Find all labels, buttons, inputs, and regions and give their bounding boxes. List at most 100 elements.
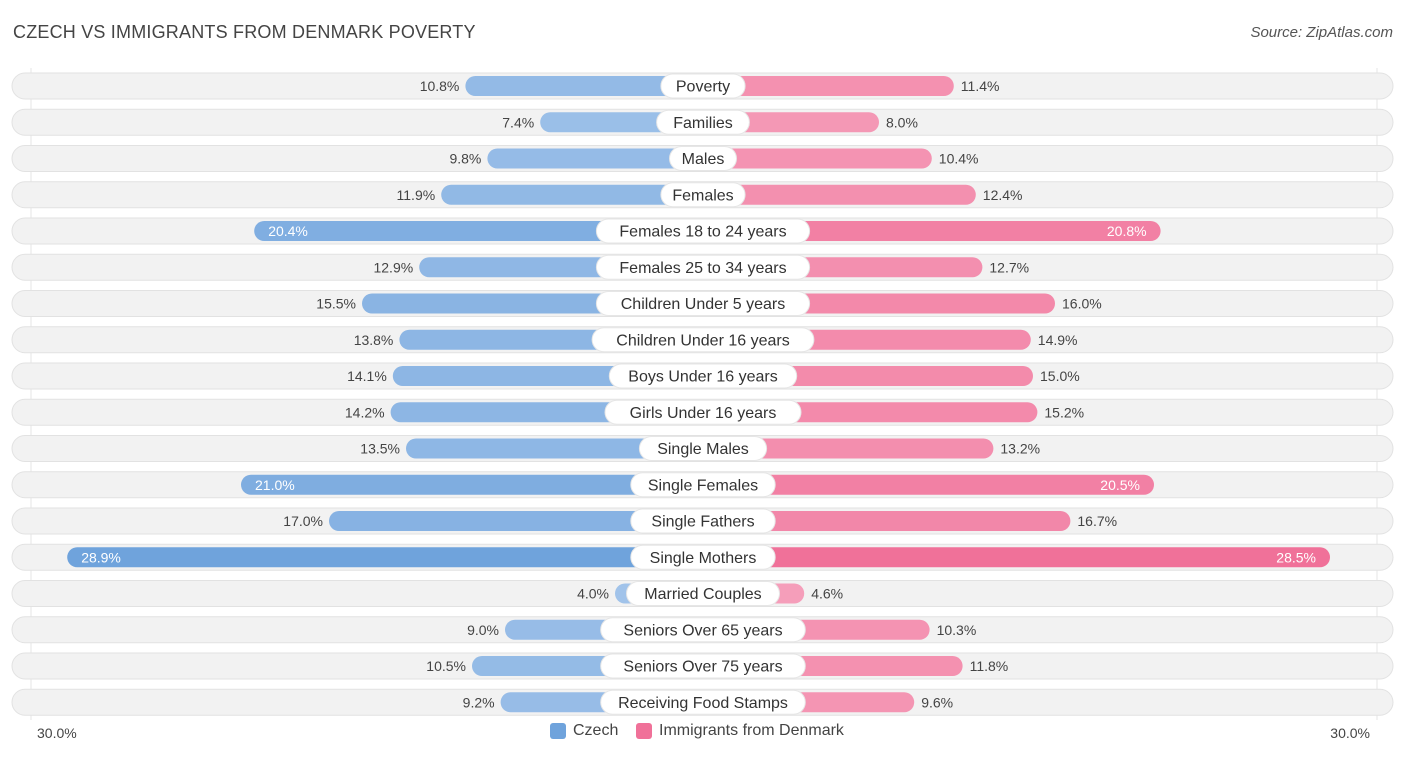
value-label-denmark-single-fathers: 16.7% [1077, 513, 1117, 529]
value-label-denmark-children-under-16-years: 14.9% [1038, 332, 1078, 348]
value-label-czech-children-under-16-years: 13.8% [354, 332, 394, 348]
legend-swatch-czech [550, 723, 566, 739]
axis-left-label: 30.0% [37, 725, 77, 741]
value-label-czech-seniors-over-65-years: 9.0% [467, 622, 499, 638]
value-label-czech-children-under-5-years: 15.5% [316, 296, 356, 312]
category-label-married-couples: Married Couples [644, 586, 761, 603]
value-label-czech-married-couples: 4.0% [577, 586, 609, 602]
category-label-single-females: Single Females [648, 477, 758, 494]
value-label-czech-single-females: 21.0% [255, 477, 295, 493]
value-label-denmark-married-couples: 4.6% [811, 586, 843, 602]
value-label-denmark-females: 12.4% [983, 187, 1023, 203]
bar-czech-single-fathers [329, 511, 703, 531]
category-label-single-males: Single Males [657, 441, 749, 458]
category-pill-females [660, 182, 746, 208]
category-label-seniors-over-65-years: Seniors Over 65 years [623, 622, 782, 639]
category-label-females-25-to-34-years: Females 25 to 34 years [619, 260, 786, 277]
bar-denmark-single-fathers [703, 511, 1071, 531]
value-label-czech-receiving-food-stamps: 9.2% [463, 694, 495, 710]
value-label-czech-females-18-to-24-years: 20.4% [268, 223, 308, 239]
value-label-denmark-single-mothers: 28.5% [1276, 549, 1316, 565]
chart-plot: 10.8% 11.4% Poverty 7.4% 8.0% Families 9.8% 10.… [11, 68, 1394, 720]
value-label-denmark-females-25-to-34-years: 12.7% [989, 259, 1029, 275]
category-pill-single-males [638, 436, 768, 461]
bar-denmark-females-18-to-24-years [703, 221, 1161, 241]
chart-source: Source: ZipAtlas.com [1250, 24, 1393, 41]
category-label-females: Females [672, 187, 733, 204]
category-pill-married-couples [626, 581, 780, 606]
bar-czech-females [441, 184, 703, 205]
legend-swatch-denmark [636, 723, 652, 739]
chart-title: CZECH VS IMMIGRANTS FROM DENMARK POVERTY [13, 22, 476, 42]
value-label-czech-girls-under-16-years: 14.2% [345, 404, 385, 420]
legend-item-czech[interactable]: Czech [550, 722, 618, 740]
category-label-males: Males [682, 151, 725, 168]
category-pill-single-fathers [630, 508, 776, 534]
bar-czech-poverty [465, 76, 703, 96]
value-label-czech-males: 9.8% [449, 151, 481, 167]
value-label-denmark-seniors-over-65-years: 10.3% [937, 622, 977, 638]
category-pill-females-25-to-34-years [595, 254, 811, 280]
value-label-denmark-children-under-5-years: 16.0% [1062, 296, 1102, 312]
value-label-denmark-families: 8.0% [886, 114, 918, 130]
category-label-girls-under-16-years: Girls Under 16 years [630, 405, 777, 422]
category-pill-single-mothers [630, 544, 776, 570]
category-pill-poverty [660, 73, 746, 99]
value-label-czech-single-mothers: 28.9% [81, 549, 121, 565]
legend-label-denmark: Immigrants from Denmark [659, 722, 844, 739]
category-pill-children-under-16-years [591, 327, 815, 353]
category-label-poverty: Poverty [676, 79, 730, 96]
category-pill-males [669, 146, 737, 171]
value-label-czech-females: 11.9% [397, 187, 436, 203]
bar-denmark-single-females [703, 474, 1154, 495]
legend-item-denmark[interactable]: Immigrants from Denmark [636, 722, 844, 740]
bar-czech-single-females [241, 474, 703, 495]
value-label-denmark-males: 10.4% [939, 151, 979, 167]
value-label-czech-females-25-to-34-years: 12.9% [373, 259, 413, 275]
value-label-czech-single-males: 13.5% [360, 441, 400, 457]
category-pill-families [656, 109, 750, 135]
bar-denmark-single-males [703, 438, 994, 459]
category-label-seniors-over-75-years: Seniors Over 75 years [623, 659, 782, 676]
bar-denmark-poverty [703, 76, 954, 96]
legend-label-czech: Czech [573, 722, 619, 739]
value-label-denmark-girls-under-16-years: 15.2% [1044, 404, 1084, 420]
bar-denmark-females [703, 184, 976, 205]
bar-czech-single-mothers [67, 547, 703, 568]
bar-czech-females-18-to-24-years [254, 221, 703, 241]
category-pill-females-18-to-24-years [595, 218, 811, 244]
category-label-receiving-food-stamps: Receiving Food Stamps [618, 695, 788, 712]
category-pill-children-under-5-years [595, 291, 811, 316]
category-label-children-under-5-years: Children Under 5 years [621, 296, 786, 313]
category-label-families: Families [673, 115, 733, 132]
category-label-females-18-to-24-years: Females 18 to 24 years [619, 224, 786, 241]
value-label-denmark-single-males: 13.2% [1000, 441, 1040, 457]
value-label-denmark-poverty: 11.4% [961, 78, 1000, 94]
value-label-denmark-females-18-to-24-years: 20.8% [1107, 223, 1147, 239]
value-label-czech-poverty: 10.8% [420, 78, 460, 94]
bar-czech-single-males [406, 438, 703, 459]
category-pill-girls-under-16-years [604, 399, 802, 425]
axis-right-label: 30.0% [1330, 725, 1370, 741]
bar-denmark-males [703, 148, 932, 169]
value-label-czech-boys-under-16-years: 14.1% [347, 368, 387, 384]
value-label-czech-seniors-over-75-years: 10.5% [426, 658, 466, 674]
value-label-czech-families: 7.4% [502, 114, 534, 130]
value-label-denmark-receiving-food-stamps: 9.6% [921, 694, 953, 710]
bar-denmark-single-mothers [703, 547, 1330, 568]
category-pill-single-females [630, 472, 776, 498]
category-label-single-fathers: Single Fathers [651, 514, 754, 531]
category-pill-seniors-over-65-years [600, 617, 806, 643]
category-pill-boys-under-16-years [608, 363, 798, 389]
legend: Czech Immigrants from Denmark [0, 722, 1406, 744]
value-label-denmark-seniors-over-75-years: 11.8% [970, 658, 1009, 674]
value-label-denmark-single-females: 20.5% [1100, 477, 1140, 493]
value-label-denmark-boys-under-16-years: 15.0% [1040, 368, 1080, 384]
category-pill-seniors-over-75-years [600, 653, 806, 679]
value-label-czech-single-fathers: 17.0% [283, 513, 323, 529]
bar-czech-males [487, 148, 703, 169]
category-label-single-mothers: Single Mothers [650, 550, 757, 567]
category-label-boys-under-16-years: Boys Under 16 years [628, 369, 777, 386]
category-label-children-under-16-years: Children Under 16 years [616, 332, 789, 349]
category-pill-receiving-food-stamps [600, 689, 806, 715]
